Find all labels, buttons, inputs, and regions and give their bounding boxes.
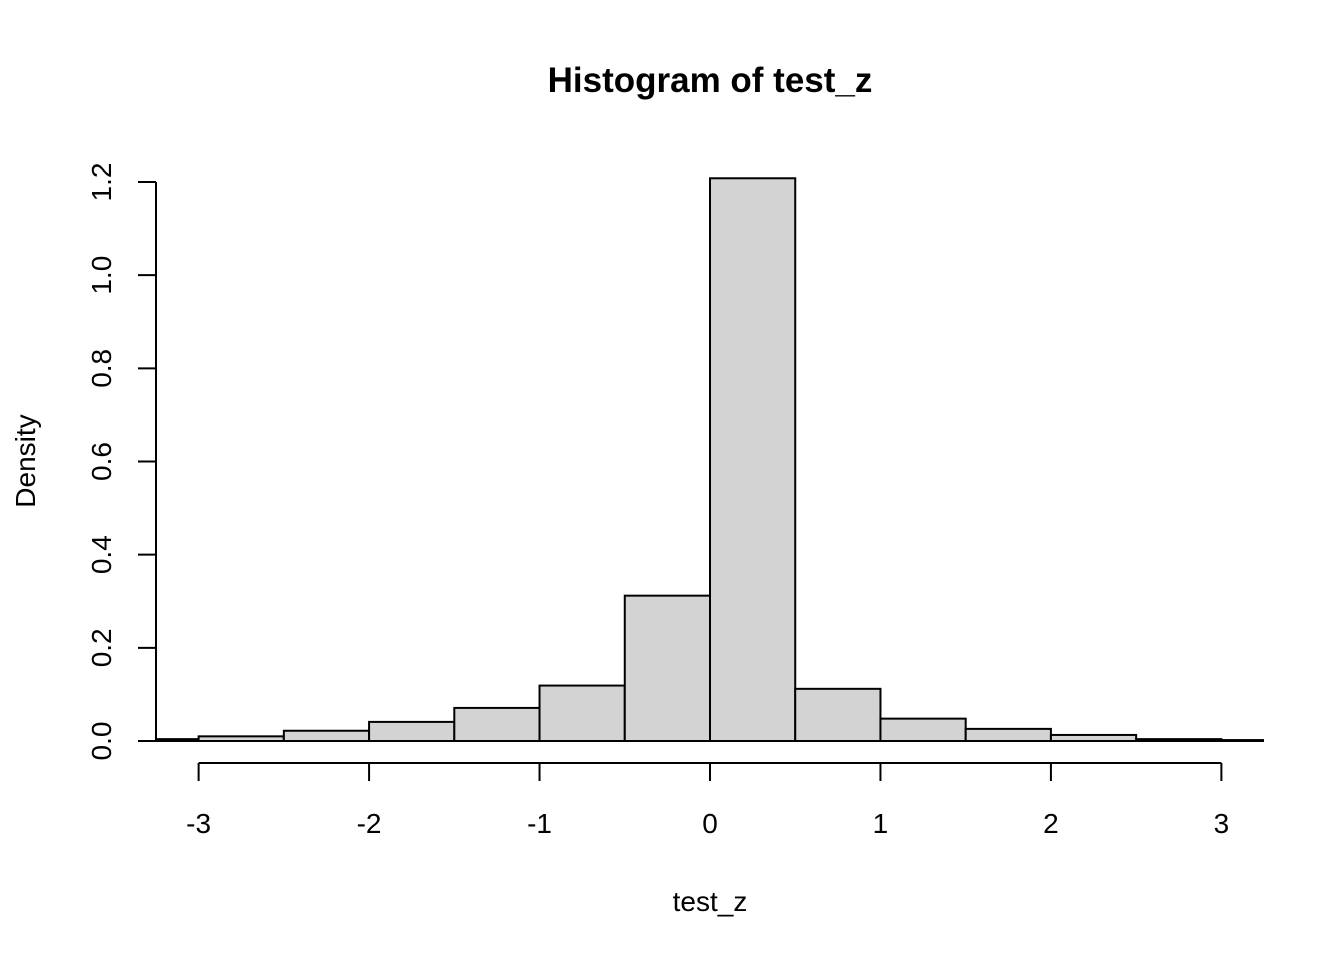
y-axis-label: Density <box>10 414 41 507</box>
histogram-bar-4 <box>453 706 541 743</box>
y-tick-label-1: 0.2 <box>86 628 117 667</box>
x-tick-label-1: -2 <box>357 808 382 839</box>
chart-title: Histogram of test_z <box>548 61 873 100</box>
x-tick-label-5: 2 <box>1043 808 1059 839</box>
y-tick-label-4: 0.8 <box>86 349 117 388</box>
histogram-bar-8 <box>794 687 882 742</box>
histogram-bar-3 <box>368 720 456 742</box>
histogram-bar-11 <box>1049 733 1138 742</box>
y-tick-label-3: 0.6 <box>86 442 117 481</box>
histogram-bar-5 <box>538 684 626 743</box>
x-axis: -3 -2 -1 0 1 2 3 <box>186 762 1230 839</box>
histogram-bars <box>156 177 1264 743</box>
histogram-bar-13 <box>1220 739 1264 743</box>
histogram-bar-10 <box>964 727 1052 742</box>
x-tick-label-4: 1 <box>873 808 889 839</box>
histogram-bar-2 <box>282 729 371 742</box>
y-tick-label-6: 1.2 <box>86 163 117 202</box>
x-tick-label-3: 0 <box>702 808 718 839</box>
x-tick-label-6: 3 <box>1214 808 1230 839</box>
y-axis: 0.0 0.2 0.4 0.6 0.8 1.0 1.2 <box>86 163 157 761</box>
histogram-bar-6 <box>623 594 711 742</box>
y-tick-label-2: 0.4 <box>86 535 117 574</box>
histogram-bar-7 <box>709 177 797 743</box>
x-axis-label: test_z <box>673 886 748 917</box>
histogram-bar-12 <box>1135 738 1223 742</box>
histogram-bar-9 <box>879 717 967 743</box>
x-tick-label-0: -3 <box>186 808 211 839</box>
x-tick-label-2: -1 <box>527 808 552 839</box>
y-tick-label-5: 1.0 <box>86 256 117 295</box>
y-tick-label-0: 0.0 <box>86 722 117 761</box>
histogram-bar-1 <box>197 735 285 743</box>
